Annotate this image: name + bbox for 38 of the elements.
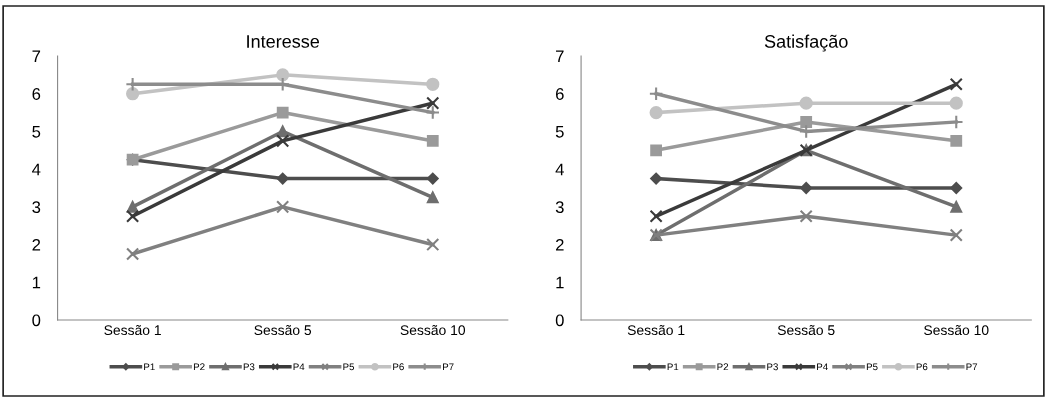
- legend-label: P2: [193, 363, 205, 371]
- x-tick-label: Sessão 10: [924, 324, 989, 336]
- y-tick-label: 5: [32, 126, 41, 138]
- x-tick-label: Sessão 5: [777, 324, 835, 336]
- y-tick-label: 0: [32, 314, 41, 327]
- y-tick-label: 3: [555, 201, 564, 214]
- y-tick-label: 3: [32, 201, 41, 214]
- y-tick-label: 1: [32, 276, 41, 289]
- chart-title: Interesse: [247, 35, 320, 48]
- y-tick-label: 5: [555, 126, 564, 138]
- y-tick-label: 2: [555, 238, 564, 251]
- legend-label: P6: [393, 363, 404, 371]
- x-tick-label: Sessão 1: [627, 324, 685, 336]
- y-tick-label: 7: [32, 50, 41, 63]
- legend-label: P6: [916, 363, 928, 371]
- legend-label: P1: [667, 363, 679, 371]
- y-tick-label: 2: [32, 238, 41, 251]
- y-tick-label: 4: [555, 163, 564, 176]
- legend-label: P5: [866, 363, 878, 371]
- y-tick-label: 0: [555, 314, 564, 327]
- y-tick-label: 4: [32, 163, 41, 176]
- legend-label: P1: [144, 363, 155, 371]
- y-tick-label: 1: [556, 276, 564, 289]
- legend-label: P3: [767, 363, 778, 371]
- legend-label: P3: [243, 363, 255, 371]
- y-tick-label: 6: [556, 88, 564, 100]
- chart-title: Satisfação: [764, 34, 848, 52]
- x-tick-label: Sessão 5: [254, 324, 312, 336]
- legend-label: P4: [817, 363, 828, 371]
- legend-label: P2: [717, 363, 729, 371]
- legend-label: P4: [293, 363, 305, 371]
- legend-label: P7: [966, 363, 978, 371]
- legend-label: P7: [443, 363, 454, 371]
- y-tick-label: 7: [556, 50, 564, 63]
- x-tick-label: Sessão 1: [104, 324, 161, 336]
- x-tick-label: Sessão 10: [400, 324, 466, 336]
- legend-label: P5: [343, 363, 355, 371]
- y-tick-label: 6: [32, 88, 41, 100]
